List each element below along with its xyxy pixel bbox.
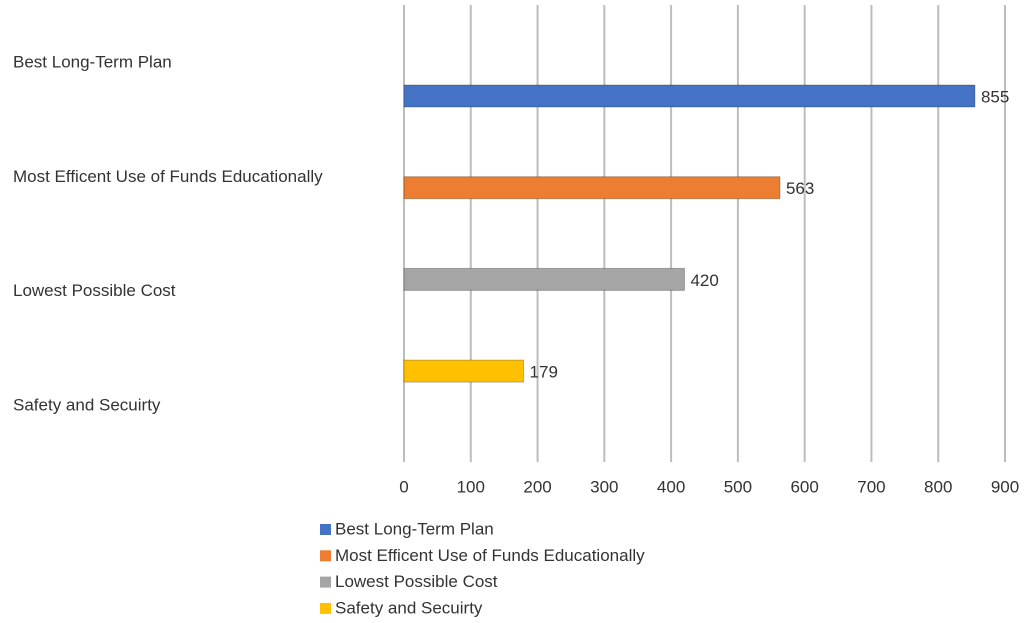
x-tick-label: 100 bbox=[457, 477, 485, 496]
data-label: 179 bbox=[530, 363, 558, 382]
y-tick-label: Lowest Possible Cost bbox=[13, 281, 176, 300]
y-tick-label: Most Efficent Use of Funds Educationally bbox=[13, 167, 323, 186]
data-label: 420 bbox=[690, 271, 718, 290]
legend-label: Safety and Secuirty bbox=[335, 598, 483, 617]
bar bbox=[403, 359, 525, 383]
x-tick-label: 200 bbox=[523, 477, 551, 496]
x-tick-label: 500 bbox=[724, 477, 752, 496]
bar bbox=[403, 176, 781, 200]
x-tick-label: 900 bbox=[991, 477, 1019, 496]
legend-swatch bbox=[320, 576, 331, 588]
x-tick-label: 700 bbox=[857, 477, 885, 496]
x-tick-label: 300 bbox=[590, 477, 618, 496]
bar bbox=[403, 84, 976, 108]
legend-label: Lowest Possible Cost bbox=[335, 572, 498, 591]
x-tick-label: 0 bbox=[399, 477, 408, 496]
legend-label: Best Long-Term Plan bbox=[335, 519, 494, 538]
legend-swatch bbox=[320, 602, 331, 614]
x-tick-label: 400 bbox=[657, 477, 685, 496]
bar bbox=[403, 267, 685, 291]
data-label: 563 bbox=[786, 179, 814, 198]
legend-swatch bbox=[320, 524, 331, 535]
legend-label: Most Efficent Use of Funds Educationally bbox=[335, 546, 645, 565]
y-tick-label: Safety and Secuirty bbox=[13, 395, 161, 414]
legend-swatch bbox=[320, 550, 331, 562]
data-label: 855 bbox=[981, 87, 1009, 106]
y-tick-label: Best Long-Term Plan bbox=[13, 52, 172, 71]
x-tick-label: 600 bbox=[790, 477, 818, 496]
x-tick-label: 800 bbox=[924, 477, 952, 496]
